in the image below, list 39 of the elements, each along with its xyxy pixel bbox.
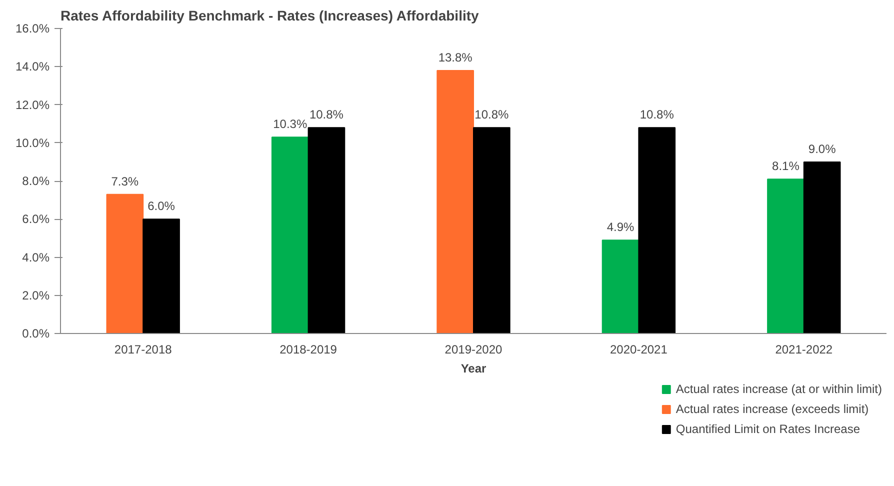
data-label: 10.8%	[640, 108, 674, 122]
chart-title: Rates Affordability Benchmark - Rates (Increases) Affordability	[60, 8, 480, 24]
data-label: 9.0%	[808, 142, 836, 156]
bar	[803, 161, 841, 334]
y-tick-label: 4.0%	[22, 250, 50, 264]
legend-label: Quantified Limit on Rates Increase	[676, 422, 860, 436]
x-tick-label: 2017-2018	[114, 342, 172, 356]
y-tick-label: 0.0%	[22, 326, 50, 340]
y-tick-label: 12.0%	[15, 98, 50, 112]
bar	[767, 178, 804, 334]
bar	[602, 240, 640, 334]
data-label: 8.1%	[772, 159, 800, 174]
data-label: 7.3%	[111, 174, 139, 188]
y-tick-label: 8.0%	[22, 174, 50, 188]
data-label: 6.0%	[148, 199, 176, 214]
y-tick-label: 14.0%	[15, 60, 50, 74]
data-label: 10.8%	[474, 108, 510, 122]
y-tick-label: 10.0%	[15, 136, 50, 150]
x-tick-label: 2018-2019	[280, 342, 338, 356]
bar	[638, 127, 676, 334]
bar	[473, 127, 510, 334]
data-label: 10.8%	[309, 108, 344, 122]
y-tick-label: 16.0%	[15, 22, 50, 36]
x-axis-title: Year	[460, 362, 487, 376]
legend-label: Actual rates increase (exceeds limit)	[676, 402, 869, 416]
bar	[106, 194, 144, 334]
x-tick-label: 2021-2022	[775, 342, 833, 356]
x-tick-label: 2020-2021	[610, 342, 668, 356]
bar	[308, 127, 346, 334]
y-tick-label: 6.0%	[22, 212, 50, 226]
y-tick-label: 2.0%	[22, 288, 50, 302]
data-label: 13.8%	[438, 50, 473, 64]
bar	[142, 218, 180, 334]
data-label: 10.3%	[273, 117, 308, 132]
bar	[436, 70, 474, 334]
legend-label: Actual rates increase (at or within limit)	[676, 382, 882, 396]
data-label: 4.9%	[606, 220, 635, 234]
x-tick-label: 2019-2020	[444, 342, 503, 356]
bar	[271, 136, 309, 334]
